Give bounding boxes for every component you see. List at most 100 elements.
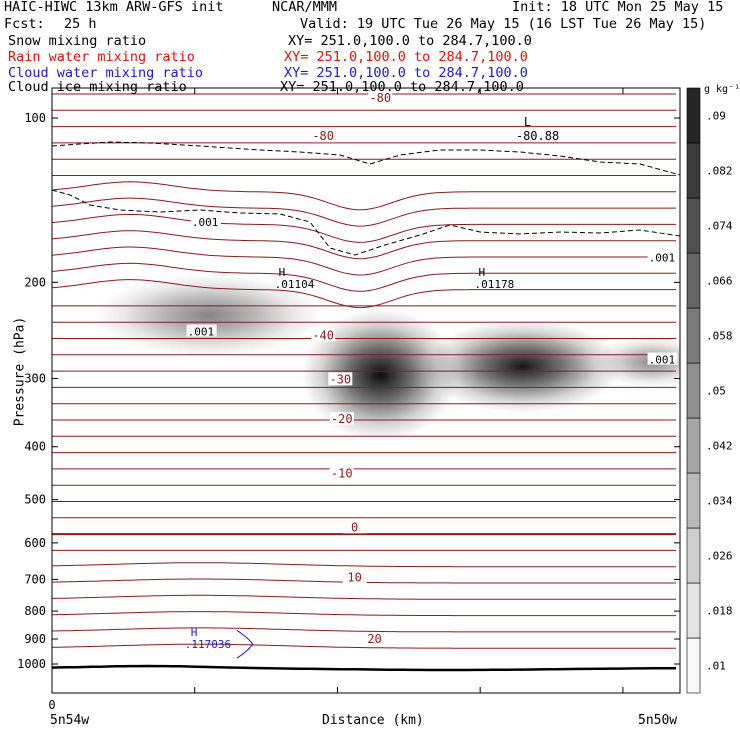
colorbar-swatch-0 — [686, 637, 701, 694]
y-tick-label-6: 700 — [24, 572, 46, 586]
colorbar-label-1: .018 — [706, 605, 733, 618]
temp-label-3: -30 — [329, 372, 351, 386]
temperature-contour-11 — [52, 262, 676, 292]
snow-shade-0 — [94, 273, 324, 358]
colorbar-label-10: .09 — [706, 110, 726, 123]
temp-label-bg-7 — [342, 570, 367, 584]
temperature-contour-9 — [52, 230, 676, 260]
colorbar-label-0: .01 — [706, 660, 726, 673]
ice-label-bg-3 — [647, 352, 678, 365]
colorbar-label-4: .042 — [706, 440, 733, 453]
temp-label-bg-0 — [368, 91, 393, 105]
x-right-label: 5n50w — [638, 713, 678, 728]
ice-label-bg-2 — [647, 250, 678, 263]
ice-contour-1 — [52, 189, 680, 256]
colorbar-swatch-2 — [686, 527, 701, 584]
colorbar-swatch-4 — [686, 417, 701, 474]
y-tick-label-8: 900 — [24, 632, 46, 646]
colorbar-label-5: .05 — [706, 385, 726, 398]
y-tick-label-9: 1000 — [17, 657, 46, 671]
snow-shade-1 — [301, 308, 459, 441]
temp-label-bg-5 — [329, 466, 354, 480]
temperature-contour-34 — [52, 643, 676, 649]
ice-label-2: .001 — [649, 251, 676, 264]
colorbar-swatch-10 — [686, 87, 701, 144]
colorbar-unit: g kg⁻¹ — [704, 84, 740, 95]
field-xy-snow: XY= 251.0,100.0 to 284.7,100.0 — [288, 33, 532, 49]
ice-label-0: .001 — [192, 216, 219, 229]
ice-label-bg-0 — [190, 214, 221, 227]
temp-label-1: -80 — [312, 129, 334, 143]
fcst-label: Fcst: — [4, 16, 45, 32]
colorbar-swatch-8 — [686, 197, 701, 254]
colorbar-label-2: .026 — [706, 550, 733, 563]
org-label: NCAR/MMM — [272, 0, 338, 15]
plot-frame — [51, 87, 681, 694]
temp-label-bg-8 — [362, 632, 387, 646]
temp-label-0: -80 — [369, 91, 391, 105]
temp-label-7: 10 — [347, 570, 361, 584]
temperature-contour-29 — [52, 562, 676, 568]
temp-low-value: -80.88 — [516, 129, 559, 143]
colorbar-swatch-3 — [686, 472, 701, 529]
cloud-water-max-marker: H — [191, 626, 198, 639]
field-xy-cloud-water: XY= 251.0,100.0 to 284.7,100.0 — [284, 65, 528, 81]
fcst-value: 25 h — [64, 16, 97, 32]
x-axis-label: Distance (km) — [322, 713, 424, 728]
temperature-contour-10 — [52, 246, 676, 276]
colorbar-swatch-7 — [686, 252, 701, 309]
snow-max-marker-0: H — [279, 266, 286, 279]
temperature-contour-8 — [52, 213, 676, 243]
chart-title: HAIC-HIWC 13km ARW-GFS init — [4, 0, 224, 15]
temp-label-6: 0 — [351, 520, 358, 534]
temp-label-bg-3 — [328, 372, 353, 386]
field-name-snow: Snow mixing ratio — [8, 33, 147, 49]
snow-shade-2 — [423, 320, 623, 413]
field-name-rain: Rain water mixing ratio — [8, 49, 195, 65]
temperature-contour-32 — [52, 611, 676, 617]
temp-label-4: -20 — [331, 412, 353, 426]
ice-label-3: .001 — [649, 354, 676, 367]
colorbar-label-6: .058 — [706, 330, 733, 343]
temperature-contour-7 — [52, 197, 676, 227]
colorbar-label-8: .074 — [706, 220, 733, 233]
field-name-cloud-ice: Cloud ice mixing ratio — [8, 79, 187, 95]
temperature-contour-31 — [52, 594, 676, 600]
temp-low-marker: L — [524, 115, 531, 129]
y-tick-label-3: 400 — [24, 440, 46, 454]
field-xy-cloud-ice: XY= 251.0,100.0 to 284.7,100.0 — [280, 79, 524, 95]
field-name-cloud-water: Cloud water mixing ratio — [8, 65, 204, 81]
init-time: Init: 18 UTC Mon 25 May 15 — [512, 0, 724, 15]
y-tick-label-7: 800 — [24, 604, 46, 618]
temperature-contour-12 — [52, 279, 676, 309]
ice-label-1: .001 — [188, 325, 215, 338]
y-tick-label-2: 300 — [24, 372, 46, 386]
x-tick-label-0: 0 — [48, 698, 55, 712]
temp-label-bg-1 — [311, 129, 336, 143]
valid-time: Valid: 19 UTC Tue 26 May 15 (16 LST Tue … — [300, 16, 707, 32]
temperature-contour-33 — [52, 627, 676, 633]
y-tick-label-4: 500 — [24, 493, 46, 507]
y-axis-label: Pressure (hPa) — [12, 316, 28, 427]
temp-label-bg-4 — [329, 412, 354, 426]
ice-contour-0 — [52, 141, 680, 176]
colorbar-swatch-5 — [686, 362, 701, 419]
snow-max-value-1: .01178 — [474, 278, 514, 291]
colorbar-label-3: .034 — [706, 495, 733, 508]
temp-label-8: 20 — [367, 632, 381, 646]
field-xy-rain: XY= 251.0,100.0 to 284.7,100.0 — [284, 49, 528, 65]
snow-max-marker-1: H — [478, 266, 485, 279]
temp-label-2: -40 — [312, 328, 334, 342]
colorbar-label-9: .082 — [706, 165, 733, 178]
colorbar-swatch-9 — [686, 142, 701, 199]
y-tick-label-1: 200 — [24, 275, 46, 289]
x-left-label: 5n54w — [50, 713, 90, 728]
temperature-contour-6 — [52, 181, 676, 211]
ice-label-bg-1 — [186, 324, 217, 337]
y-tick-label-5: 600 — [24, 536, 46, 550]
terrain-line — [52, 664, 676, 672]
snow-max-value-0: .01104 — [275, 278, 315, 291]
cloud-water-max-value: .117036 — [185, 638, 231, 651]
snow-shade-3 — [594, 336, 680, 388]
